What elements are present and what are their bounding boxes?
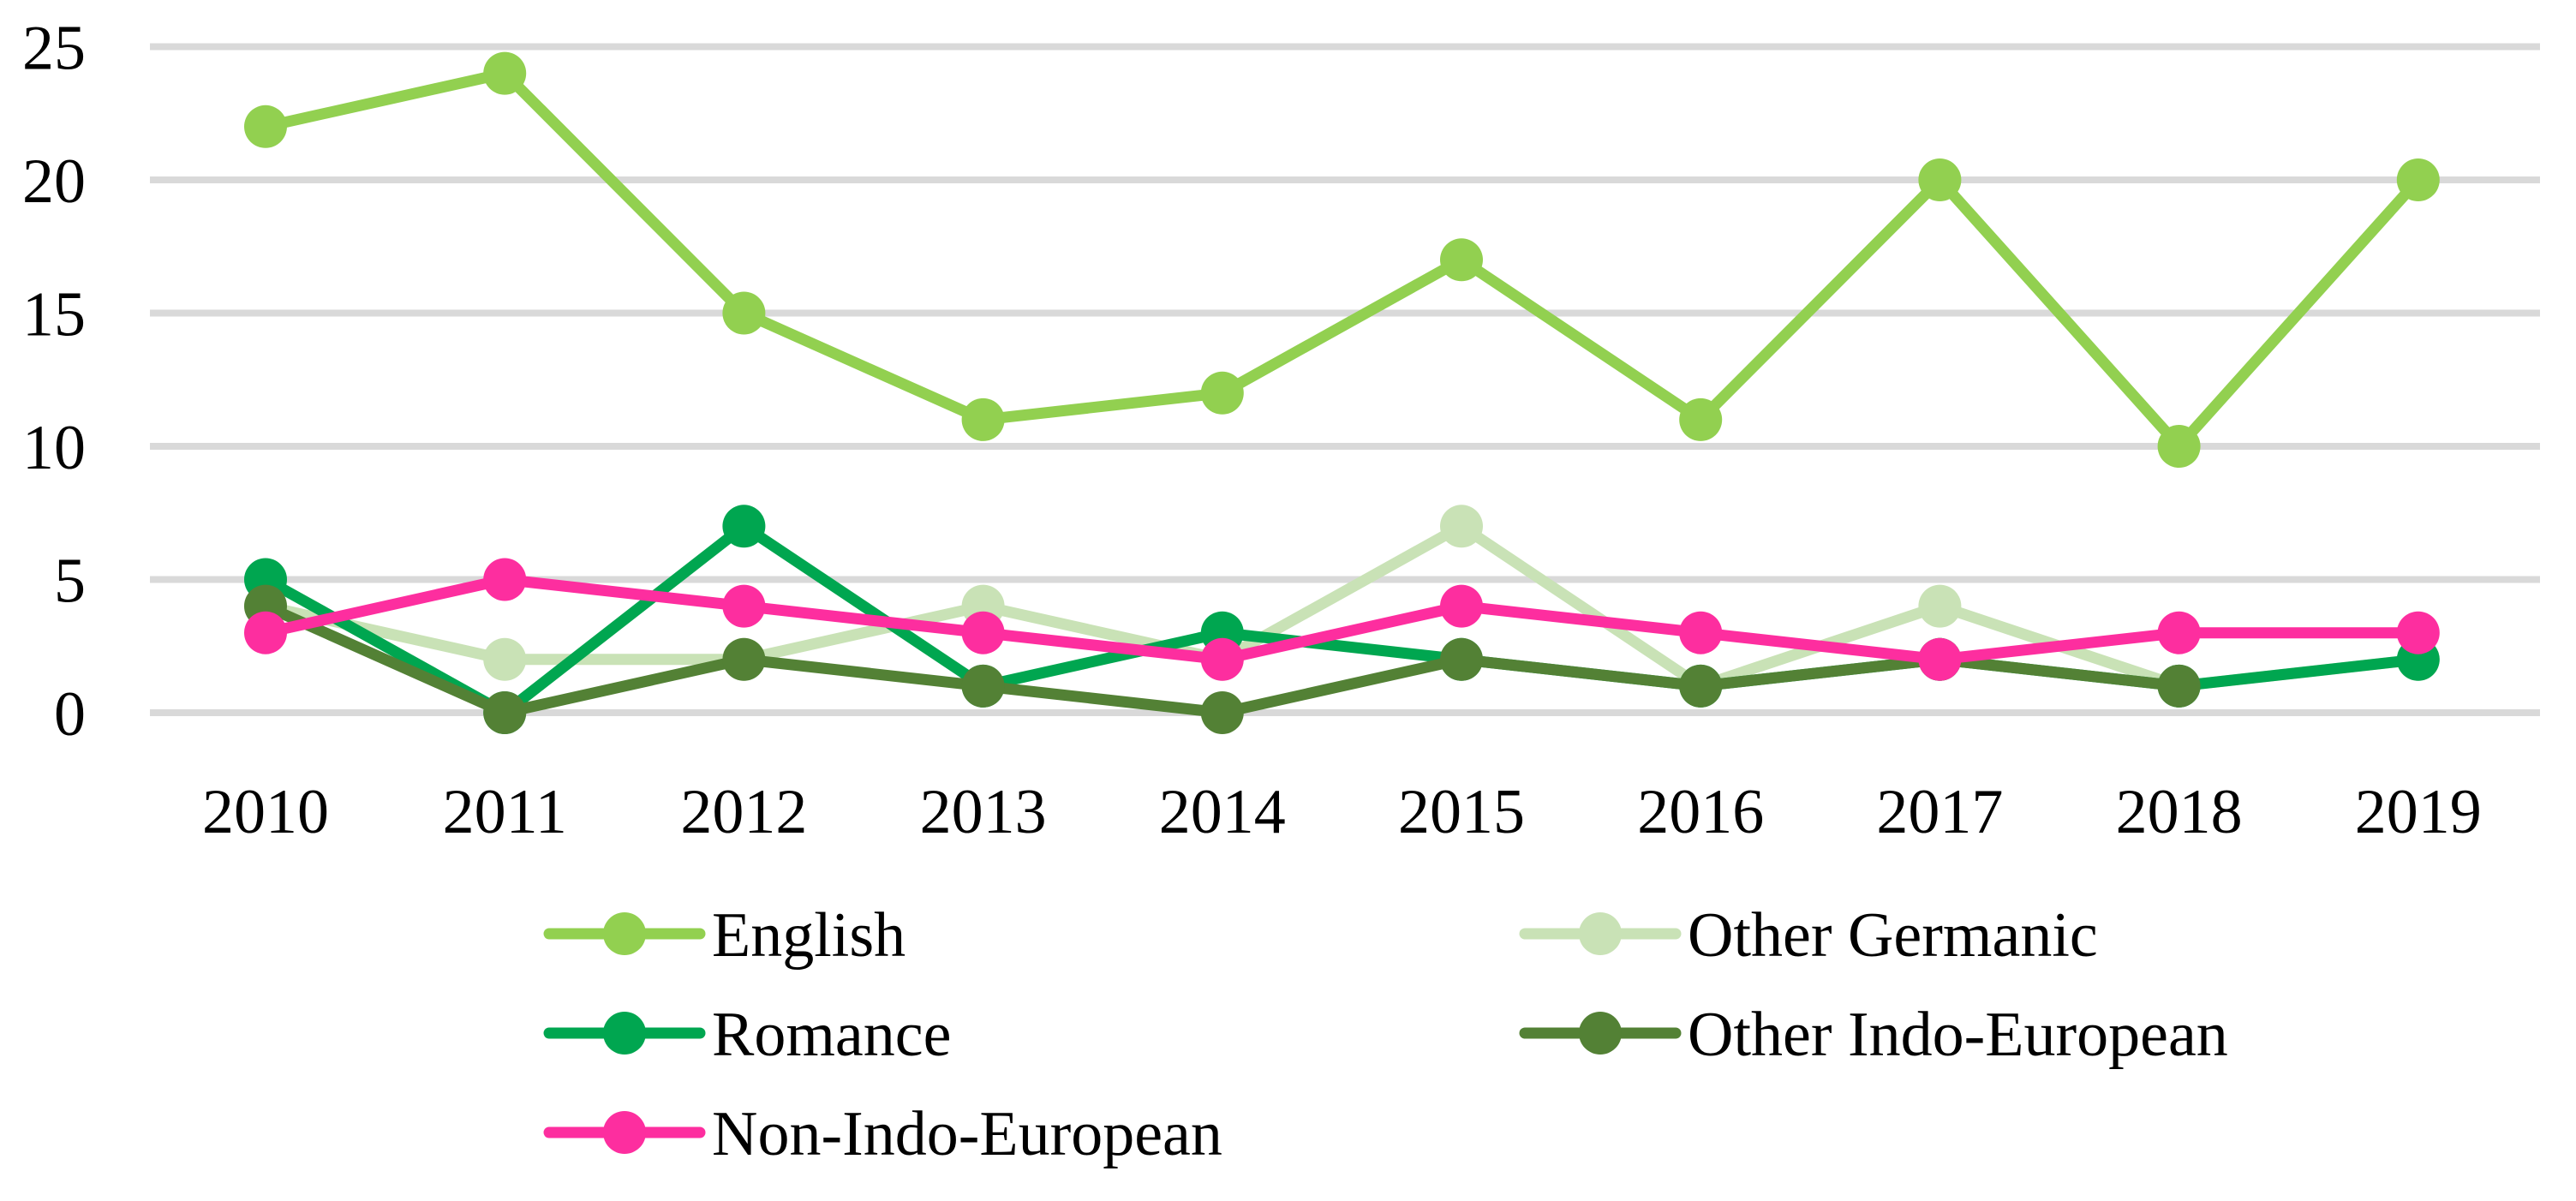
data-point-other-germanic-2011: [483, 637, 527, 681]
data-point-english-2019: [2396, 158, 2440, 201]
data-point-english-2012: [722, 291, 766, 335]
legend-item-other-germanic: Other Germanic: [1519, 900, 2098, 971]
series-english: [244, 51, 2440, 468]
y-tick-label-10: 10: [22, 413, 86, 483]
data-point-romance-2012: [722, 505, 766, 548]
data-point-english-2017: [1918, 158, 1962, 201]
legend: English Other Germanic Romance Other Indo-E…: [543, 900, 2228, 1169]
legend-item-non-indo-european: Non-Indo-European: [543, 1099, 1222, 1169]
data-point-other-indo-european-2018: [2157, 664, 2201, 708]
data-point-non-indo-european-2013: [961, 611, 1005, 654]
data-point-other-indo-european-2012: [722, 637, 766, 681]
data-point-non-indo-european-2016: [1679, 611, 1723, 654]
data-point-other-germanic-2015: [1440, 505, 1483, 548]
data-point-english-2015: [1440, 238, 1483, 282]
x-tick-label-2014: 2014: [1159, 777, 1286, 847]
data-point-other-indo-european-2013: [961, 664, 1005, 708]
data-point-english-2013: [961, 397, 1005, 441]
series-non-indo-european: [244, 558, 2440, 681]
y-tick-label-25: 25: [22, 14, 86, 84]
x-tick-label-2016: 2016: [1637, 777, 1764, 847]
x-tick-label-2010: 2010: [202, 777, 329, 847]
data-point-non-indo-european-2014: [1200, 637, 1244, 681]
legend-label-other-germanic: Other Germanic: [1688, 900, 2098, 971]
legend-item-romance: Romance: [543, 1000, 951, 1070]
data-point-english-2018: [2157, 425, 2201, 468]
legend-marker-other-indo-european: [1579, 1012, 1622, 1055]
data-point-english-2016: [1679, 397, 1723, 441]
series-line-english: [260, 68, 2424, 452]
data-point-other-indo-european-2014: [1200, 691, 1244, 734]
data-point-non-indo-european-2010: [244, 611, 287, 654]
x-tick-label-2019: 2019: [2355, 777, 2482, 847]
y-tick-label-15: 15: [22, 280, 86, 350]
y-tick-label-5: 5: [54, 547, 86, 617]
data-point-non-indo-european-2019: [2396, 611, 2440, 654]
x-tick-label-2013: 2013: [920, 777, 1047, 847]
legend-label-non-indo-european: Non-Indo-European: [712, 1099, 1222, 1169]
series-line-non-indo-european: [260, 574, 2424, 666]
data-point-non-indo-european-2011: [483, 558, 527, 601]
data-point-english-2014: [1200, 371, 1244, 415]
legend-marker-romance: [603, 1012, 646, 1055]
y-tick-label-20: 20: [22, 146, 86, 217]
data-point-other-germanic-2017: [1918, 584, 1962, 628]
data-point-non-indo-european-2018: [2157, 611, 2201, 654]
x-tick-label-2012: 2012: [680, 777, 807, 847]
legend-item-english: English: [543, 900, 905, 971]
legend-item-other-indo-european: Other Indo-European: [1519, 1000, 2228, 1070]
data-point-other-indo-european-2015: [1440, 637, 1483, 681]
legend-marker-other-germanic: [1579, 912, 1622, 955]
legend-label-english: English: [712, 900, 905, 971]
data-point-english-2010: [244, 105, 287, 148]
y-tick-label-0: 0: [54, 679, 86, 750]
x-tick-label-2018: 2018: [2116, 777, 2243, 847]
series-other-indo-european: [244, 584, 2201, 734]
series-line-other-germanic: [260, 520, 2424, 692]
x-tick-label-2015: 2015: [1398, 777, 1525, 847]
data-point-english-2011: [483, 51, 527, 95]
legend-label-romance: Romance: [712, 1000, 951, 1070]
y-axis-tick-labels: 0 5 10 15 20 25: [22, 14, 86, 750]
x-tick-label-2017: 2017: [1876, 777, 2003, 847]
data-point-other-indo-european-2016: [1679, 664, 1723, 708]
x-tick-label-2011: 2011: [443, 777, 567, 847]
x-axis-tick-labels: 2010 2011 2012 2013 2014 2015 2016 2017 2018 2019: [202, 777, 2482, 847]
legend-label-other-indo-european: Other Indo-European: [1688, 1000, 2228, 1070]
data-point-other-indo-european-2011: [483, 691, 527, 734]
legend-marker-english: [603, 912, 646, 955]
data-point-non-indo-european-2015: [1440, 584, 1483, 628]
data-point-non-indo-european-2012: [722, 584, 766, 628]
legend-marker-non-indo-european: [603, 1111, 646, 1154]
data-series: [244, 51, 2440, 734]
data-point-non-indo-european-2017: [1918, 637, 1962, 681]
